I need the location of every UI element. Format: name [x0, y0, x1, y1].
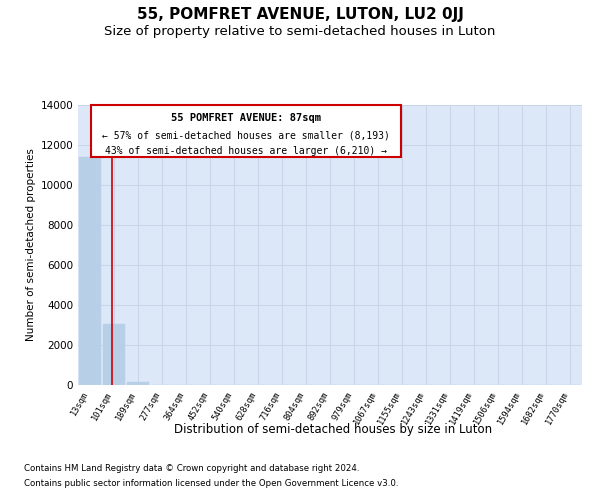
Text: ← 57% of semi-detached houses are smaller (8,193): ← 57% of semi-detached houses are smalle… [101, 130, 389, 140]
Y-axis label: Number of semi-detached properties: Number of semi-detached properties [26, 148, 36, 342]
FancyBboxPatch shape [91, 105, 401, 157]
Text: 55 POMFRET AVENUE: 87sqm: 55 POMFRET AVENUE: 87sqm [170, 113, 320, 123]
Bar [127, 382, 149, 385]
Text: Contains public sector information licensed under the Open Government Licence v3: Contains public sector information licen… [24, 479, 398, 488]
Text: Size of property relative to semi-detached houses in Luton: Size of property relative to semi-detach… [104, 25, 496, 38]
Bar [103, 324, 125, 385]
Text: 43% of semi-detached houses are larger (6,210) →: 43% of semi-detached houses are larger (… [104, 146, 386, 156]
Text: Distribution of semi-detached houses by size in Luton: Distribution of semi-detached houses by … [174, 422, 492, 436]
Text: Contains HM Land Registry data © Crown copyright and database right 2024.: Contains HM Land Registry data © Crown c… [24, 464, 359, 473]
Bar [79, 157, 101, 385]
Text: 55, POMFRET AVENUE, LUTON, LU2 0JJ: 55, POMFRET AVENUE, LUTON, LU2 0JJ [137, 8, 463, 22]
